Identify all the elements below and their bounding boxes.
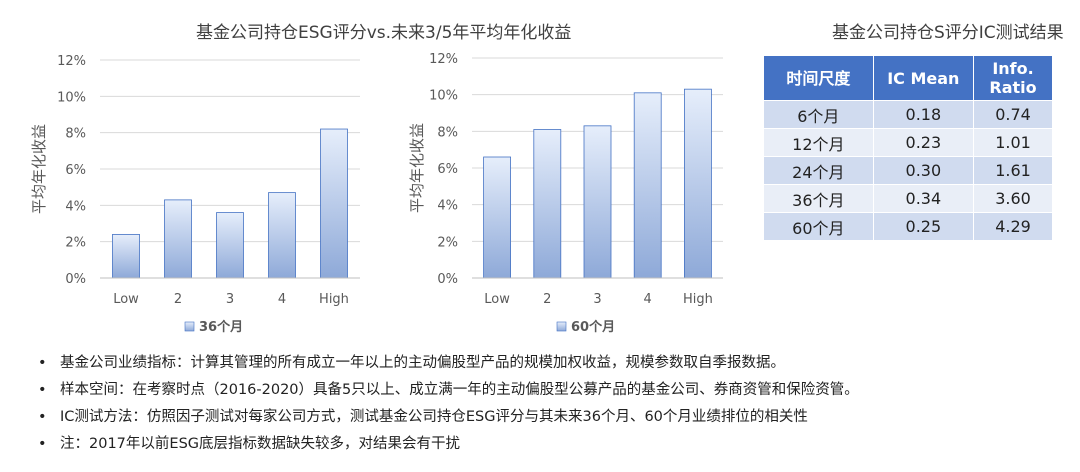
note-item: • 样本空间：在考察时点（2016-2020）具备5只以上、成立满一年的主动偏股型… [38, 379, 859, 406]
y-tick-label: 0% [437, 272, 458, 287]
cell-time-scale: 36个月 [763, 184, 874, 213]
y-axis-label: 平均年化收益 [30, 124, 48, 214]
x-tick-label: High [683, 292, 713, 307]
note-item: • IC测试方法：仿照因子测试对每家公司方式，测试基金公司持仓ESG评分与其未来3… [38, 406, 859, 433]
cell-ic-mean: 0.18 [872, 100, 975, 129]
y-tick-label: 8% [65, 127, 86, 142]
cell-info-ratio: 3.60 [973, 184, 1053, 213]
bar-chart-36-months: 0% 2% 4% 6% 8% 10% 12% 平均年化收益 Low 2 3 4 High 36个月 [30, 54, 360, 335]
table-row: 24个月 0.30 1.61 [763, 156, 1053, 185]
bar-chart-60-months: 0% 2% 4% 6% 8% 10% 12% 平均年化收益 Low 2 3 4 High 60个月 [408, 52, 723, 335]
bar [684, 88, 712, 279]
cell-time-scale: 60个月 [763, 212, 874, 241]
ic-test-table: 时间尺度 IC Mean Info. Ratio 6个月 0.18 0.74 1… [763, 55, 1053, 241]
table-row: 36个月 0.34 3.60 [763, 184, 1053, 213]
bullet-icon: • [38, 382, 47, 398]
x-tick-label: 4 [644, 292, 652, 307]
cell-time-scale: 6个月 [763, 100, 874, 129]
table-row: 12个月 0.23 1.01 [763, 128, 1053, 157]
y-tick-label: 10% [57, 90, 86, 105]
chart-main-title: 基金公司持仓ESG评分vs.未来3/5年平均年化收益 [196, 23, 572, 43]
cell-info-ratio: 1.61 [973, 156, 1053, 185]
legend-label: 36个月 [199, 319, 243, 335]
table-header-row: 时间尺度 IC Mean Info. Ratio [763, 55, 1053, 101]
bar [483, 156, 512, 279]
bullet-icon: • [38, 355, 47, 371]
bullet-icon: • [38, 436, 47, 452]
cell-time-scale: 24个月 [763, 156, 874, 185]
y-tick-label: 4% [437, 199, 458, 214]
y-tick-label: 12% [429, 52, 458, 67]
y-tick-label: 8% [437, 125, 458, 140]
table-row: 60个月 0.25 4.29 [763, 212, 1053, 241]
note-text: 基金公司业绩指标：计算其管理的所有成立一年以上的主动偏股型产品的规模加权收益，规… [60, 355, 785, 371]
y-tick-label: 2% [437, 235, 458, 250]
bar [633, 92, 662, 279]
table-title: 基金公司持仓S评分IC测试结果 [832, 23, 1064, 43]
x-tick-label: 2 [543, 292, 551, 307]
bullet-icon: • [38, 409, 47, 425]
note-text: IC测试方法：仿照因子测试对每家公司方式，测试基金公司持仓ESG评分与其未来36… [60, 409, 808, 425]
bar [268, 192, 296, 279]
legend-label: 60个月 [571, 319, 615, 335]
cell-ic-mean: 0.25 [872, 212, 975, 241]
bar [533, 129, 562, 279]
y-tick-label: 12% [57, 54, 86, 69]
bar [164, 199, 192, 279]
x-tick-label: Low [113, 292, 139, 307]
y-axis-label: 平均年化收益 [408, 123, 426, 213]
y-tick-label: 10% [429, 89, 458, 104]
bar [216, 212, 244, 279]
y-tick-label: 6% [437, 162, 458, 177]
cell-info-ratio: 0.74 [973, 100, 1053, 129]
bar [583, 125, 612, 279]
cell-ic-mean: 0.30 [872, 156, 975, 185]
note-item: • 基金公司业绩指标：计算其管理的所有成立一年以上的主动偏股型产品的规模加权收益，… [38, 352, 859, 379]
note-text: 注：2017年以前ESG底层指标数据缺失较多，对结果会有干扰 [60, 436, 461, 452]
y-tick-label: 0% [65, 272, 86, 287]
x-tick-label: 4 [278, 292, 286, 307]
x-tick-label: 3 [593, 292, 601, 307]
x-tick-label: 2 [174, 292, 182, 307]
cell-ic-mean: 0.34 [872, 184, 975, 213]
note-item: • 注：2017年以前ESG底层指标数据缺失较多，对结果会有干扰 [38, 433, 859, 460]
legend-swatch [556, 321, 567, 332]
cell-info-ratio: 1.01 [973, 128, 1053, 157]
cell-ic-mean: 0.23 [872, 128, 975, 157]
x-tick-label: Low [484, 292, 510, 307]
legend-swatch [184, 321, 195, 332]
note-text: 样本空间：在考察时点（2016-2020）具备5只以上、成立满一年的主动偏股型公… [60, 382, 859, 398]
y-tick-label: 4% [65, 199, 86, 214]
notes-list: • 基金公司业绩指标：计算其管理的所有成立一年以上的主动偏股型产品的规模加权收益，… [38, 352, 859, 460]
cell-info-ratio: 4.29 [973, 212, 1053, 241]
header-info-ratio: Info. Ratio [973, 55, 1053, 101]
cell-time-scale: 12个月 [763, 128, 874, 157]
y-tick-label: 6% [65, 163, 86, 178]
header-time-scale: 时间尺度 [763, 55, 874, 101]
y-tick-label: 2% [65, 236, 86, 251]
x-tick-label: High [319, 292, 349, 307]
x-tick-label: 3 [226, 292, 234, 307]
header-info-ratio-label: Info. Ratio [989, 59, 1037, 97]
header-ic-mean: IC Mean [872, 55, 975, 101]
table-row: 6个月 0.18 0.74 [763, 100, 1053, 129]
bar [320, 128, 348, 279]
